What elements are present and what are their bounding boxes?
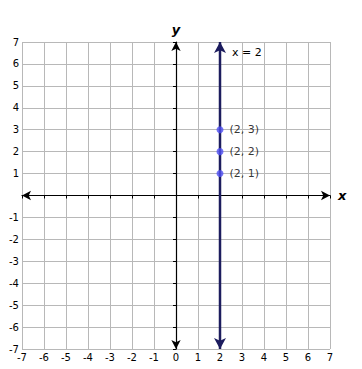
svg-text:-5: -5 xyxy=(61,352,71,363)
svg-text:7: 7 xyxy=(13,37,19,48)
svg-text:-3: -3 xyxy=(9,256,19,267)
svg-text:6: 6 xyxy=(13,58,19,69)
svg-text:1: 1 xyxy=(13,168,19,179)
svg-text:x: x xyxy=(337,188,347,203)
svg-text:4: 4 xyxy=(13,102,19,113)
svg-text:0: 0 xyxy=(173,352,179,363)
svg-text:3: 3 xyxy=(13,124,19,135)
svg-text:-7: -7 xyxy=(17,352,27,363)
svg-text:-4: -4 xyxy=(9,278,19,289)
svg-text:-5: -5 xyxy=(9,300,19,311)
svg-text:4: 4 xyxy=(261,352,267,363)
svg-text:3: 3 xyxy=(239,352,245,363)
svg-text:-2: -2 xyxy=(127,352,137,363)
svg-text:-6: -6 xyxy=(9,322,19,333)
svg-text:-4: -4 xyxy=(83,352,93,363)
svg-text:(2, 2): (2, 2) xyxy=(230,145,260,158)
svg-text:7: 7 xyxy=(327,352,333,363)
svg-text:1: 1 xyxy=(195,352,201,363)
svg-text:2: 2 xyxy=(217,352,223,363)
svg-text:-3: -3 xyxy=(105,352,115,363)
svg-text:5: 5 xyxy=(283,352,289,363)
svg-text:-1: -1 xyxy=(9,212,19,223)
svg-text:x = 2: x = 2 xyxy=(232,46,262,59)
svg-text:(2, 1): (2, 1) xyxy=(230,167,260,180)
svg-text:5: 5 xyxy=(13,80,19,91)
svg-text:2: 2 xyxy=(13,146,19,157)
svg-text:-6: -6 xyxy=(39,352,49,363)
svg-text:(2, 3): (2, 3) xyxy=(230,123,260,136)
svg-text:y: y xyxy=(172,22,181,37)
svg-text:-7: -7 xyxy=(9,343,19,355)
svg-text:-2: -2 xyxy=(9,234,19,245)
svg-text:-1: -1 xyxy=(149,352,159,363)
svg-text:6: 6 xyxy=(305,352,311,363)
